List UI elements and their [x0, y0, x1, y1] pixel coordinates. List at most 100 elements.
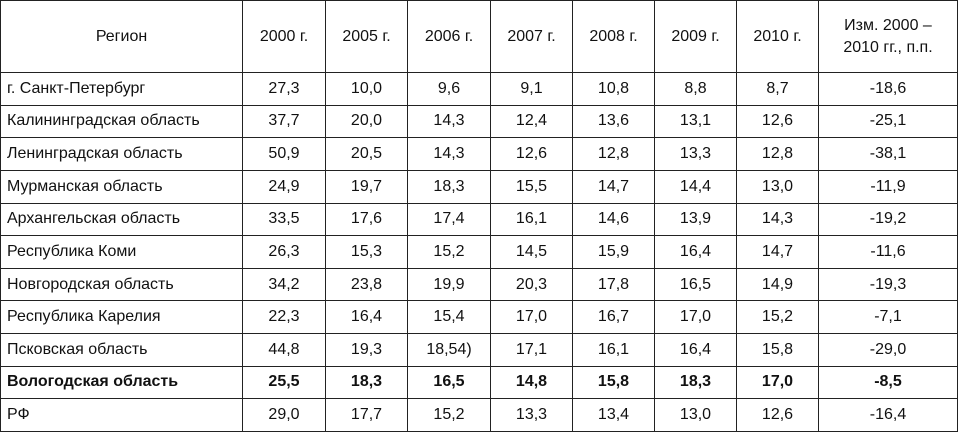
value-cell: 15,2	[736, 300, 819, 334]
region-cell: РФ	[0, 398, 243, 432]
value-cell: -8,5	[818, 365, 958, 400]
value-cell: 27,3	[242, 72, 326, 106]
value-cell: 14,8	[490, 365, 573, 400]
value-cell: 17,6	[325, 202, 408, 237]
value-cell: 15,4	[407, 300, 491, 334]
value-cell: 14,3	[736, 202, 819, 237]
value-cell: 14,6	[572, 202, 655, 237]
region-cell: Ленинградская область	[0, 137, 243, 171]
value-cell: 9,1	[490, 72, 573, 106]
value-cell: 14,3	[407, 137, 491, 171]
region-cell: Мурманская область	[0, 169, 243, 204]
value-cell: 16,5	[407, 365, 491, 400]
value-cell: 18,3	[325, 365, 408, 400]
value-cell: 9,6	[407, 72, 491, 106]
value-cell: -38,1	[818, 137, 958, 171]
value-cell: -11,6	[818, 235, 958, 269]
value-cell: 17,0	[490, 300, 573, 334]
value-cell: 15,5	[490, 169, 573, 204]
region-cell: Республика Карелия	[0, 300, 243, 334]
value-cell: -11,9	[818, 169, 958, 204]
value-cell: 20,3	[490, 267, 573, 302]
value-cell: 15,8	[572, 365, 655, 400]
value-cell: -16,4	[818, 398, 958, 432]
value-cell: 12,8	[736, 137, 819, 171]
value-cell: -18,6	[818, 72, 958, 106]
value-cell: 33,5	[242, 202, 326, 237]
value-cell: 29,0	[242, 398, 326, 432]
table-row: РФ 29,0 17,7 15,2 13,3 13,4 13,0 12,6 -16,4	[0, 398, 958, 432]
value-cell: 17,0	[736, 365, 819, 400]
header-cell: 2008 г.	[572, 0, 655, 73]
table-row: Калининградская область 37,7 20,0 14,3 12,4 1…	[0, 104, 958, 139]
value-cell: 16,1	[490, 202, 573, 237]
value-cell: 13,6	[572, 104, 655, 139]
value-cell: 12,8	[572, 137, 655, 171]
value-cell: 18,3	[407, 169, 491, 204]
value-cell: -19,3	[818, 267, 958, 302]
value-cell: 17,8	[572, 267, 655, 302]
value-cell: 23,8	[325, 267, 408, 302]
value-cell: -7,1	[818, 300, 958, 334]
value-cell: 12,6	[490, 137, 573, 171]
value-cell: 26,3	[242, 235, 326, 269]
table-row: Архангельская область 33,5 17,6 17,4 16,1 14,…	[0, 202, 958, 237]
value-cell: 15,2	[407, 398, 491, 432]
table-body: г. Санкт-Петербург 27,3 10,0 9,6 9,1 10,8 8,8 8…	[0, 72, 958, 432]
value-cell: 15,3	[325, 235, 408, 269]
value-cell: 17,1	[490, 333, 573, 367]
value-cell: 18,3	[654, 365, 737, 400]
region-cell: г. Санкт-Петербург	[0, 72, 243, 106]
table-row: Республика Карелия 22,3 16,4 15,4 17,0 16,7 17…	[0, 300, 958, 334]
value-cell: 14,9	[736, 267, 819, 302]
header-cell: Изм. 2000 – 2010 гг., п.п.	[818, 0, 958, 73]
value-cell: 8,7	[736, 72, 819, 106]
value-cell: 19,9	[407, 267, 491, 302]
value-cell: 12,4	[490, 104, 573, 139]
value-cell: 44,8	[242, 333, 326, 367]
table-row: Новгородская область 34,2 23,8 19,9 20,3 17,8…	[0, 267, 958, 302]
region-cell: Псковская область	[0, 333, 243, 367]
value-cell: 16,4	[325, 300, 408, 334]
region-cell: Республика Коми	[0, 235, 243, 269]
value-cell: 14,3	[407, 104, 491, 139]
value-cell: 10,8	[572, 72, 655, 106]
value-cell: 16,5	[654, 267, 737, 302]
table-row: Ленинградская область 50,9 20,5 14,3 12,6 12,…	[0, 137, 958, 171]
header-cell: 2000 г.	[242, 0, 326, 73]
region-cell: Новгородская область	[0, 267, 243, 302]
value-cell: 13,0	[654, 398, 737, 432]
value-cell: 50,9	[242, 137, 326, 171]
value-cell: 14,7	[572, 169, 655, 204]
value-cell: 34,2	[242, 267, 326, 302]
value-cell: 16,1	[572, 333, 655, 367]
value-cell: 16,4	[654, 235, 737, 269]
value-cell: 12,6	[736, 398, 819, 432]
value-cell: 17,0	[654, 300, 737, 334]
region-cell: Архангельская область	[0, 202, 243, 237]
value-cell: 16,4	[654, 333, 737, 367]
value-cell: 13,1	[654, 104, 737, 139]
value-cell: -25,1	[818, 104, 958, 139]
table-row: Вологодская область 25,5 18,3 16,5 14,8 15,8 1…	[0, 365, 958, 400]
value-cell: 17,7	[325, 398, 408, 432]
header-cell: 2010 г.	[736, 0, 819, 73]
table-row: Псковская область 44,8 19,3 18,54) 17,1 16,1 1…	[0, 333, 958, 367]
region-cell: Калининградская область	[0, 104, 243, 139]
region-cell: Вологодская область	[0, 365, 243, 400]
value-cell: 20,0	[325, 104, 408, 139]
value-cell: 13,3	[654, 137, 737, 171]
header-row: Регион 2000 г. 2005 г. 2006 г. 2007 г. 2008 г…	[0, 0, 958, 73]
value-cell: 14,7	[736, 235, 819, 269]
value-cell: 8,8	[654, 72, 737, 106]
value-cell: 10,0	[325, 72, 408, 106]
value-cell: 15,9	[572, 235, 655, 269]
value-cell: 12,6	[736, 104, 819, 139]
table-row: Республика Коми 26,3 15,3 15,2 14,5 15,9 16,4 1…	[0, 235, 958, 269]
value-cell: 19,7	[325, 169, 408, 204]
value-cell: 18,54)	[407, 333, 491, 367]
value-cell: 17,4	[407, 202, 491, 237]
value-cell: 13,3	[490, 398, 573, 432]
